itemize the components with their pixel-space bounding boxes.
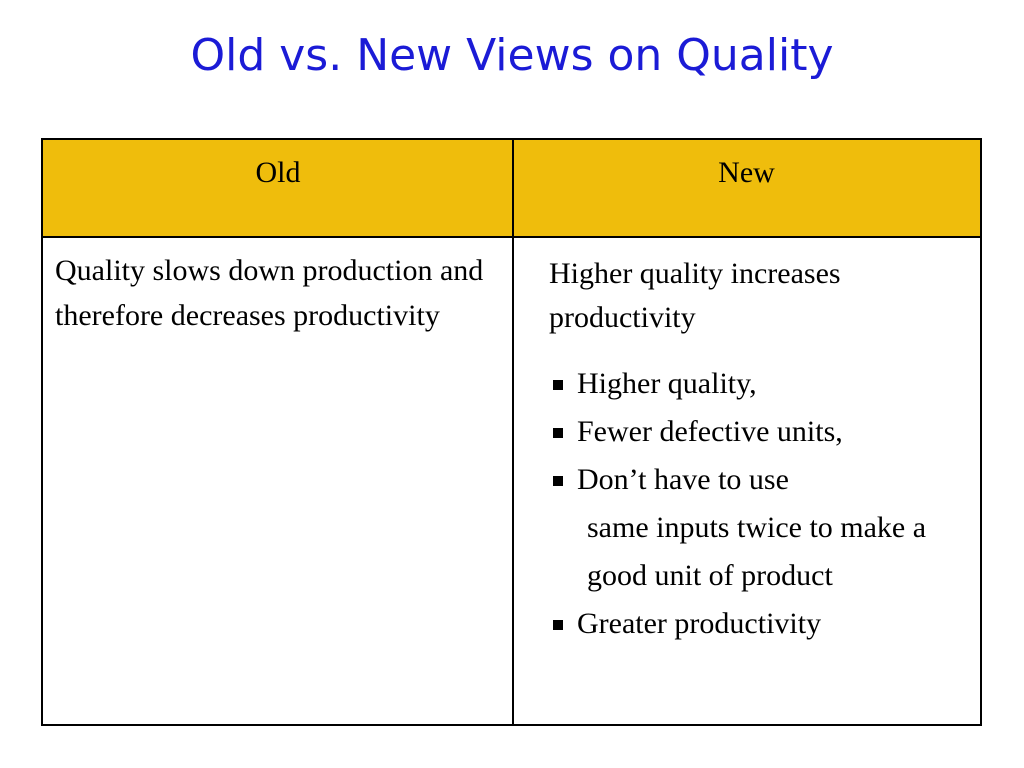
- header-new: New: [718, 156, 775, 189]
- bullet-item: Don’t have to use same inputs twice to m…: [549, 456, 974, 600]
- bullet-item: Greater productivity: [549, 600, 974, 648]
- column-divider: [512, 140, 514, 724]
- table-header-row: Old New: [43, 140, 980, 238]
- bullet-item: Higher quality,: [549, 360, 974, 408]
- bullet-text: Greater productivity: [577, 607, 822, 640]
- new-view-bullets: Higher quality, Fewer defective units, D…: [549, 360, 974, 648]
- bullet-text: Higher quality,: [577, 367, 757, 400]
- new-view-lead: Higher quality increases productivity: [549, 257, 841, 334]
- bullet-text: Don’t have to use: [577, 463, 789, 496]
- slide-title: Old vs. New Views on Quality: [190, 30, 834, 81]
- old-view-text: Quality slows down production and theref…: [55, 254, 484, 332]
- new-view-cell: Higher quality increases productivity Hi…: [549, 238, 974, 648]
- bullet-item: Fewer defective units,: [549, 408, 974, 456]
- bullet-text: Fewer defective units,: [577, 415, 843, 448]
- header-old: Old: [255, 156, 301, 189]
- bullet-continuation: same inputs twice to make a good unit of…: [587, 511, 927, 592]
- comparison-table: Old New Quality slows down production an…: [41, 138, 982, 726]
